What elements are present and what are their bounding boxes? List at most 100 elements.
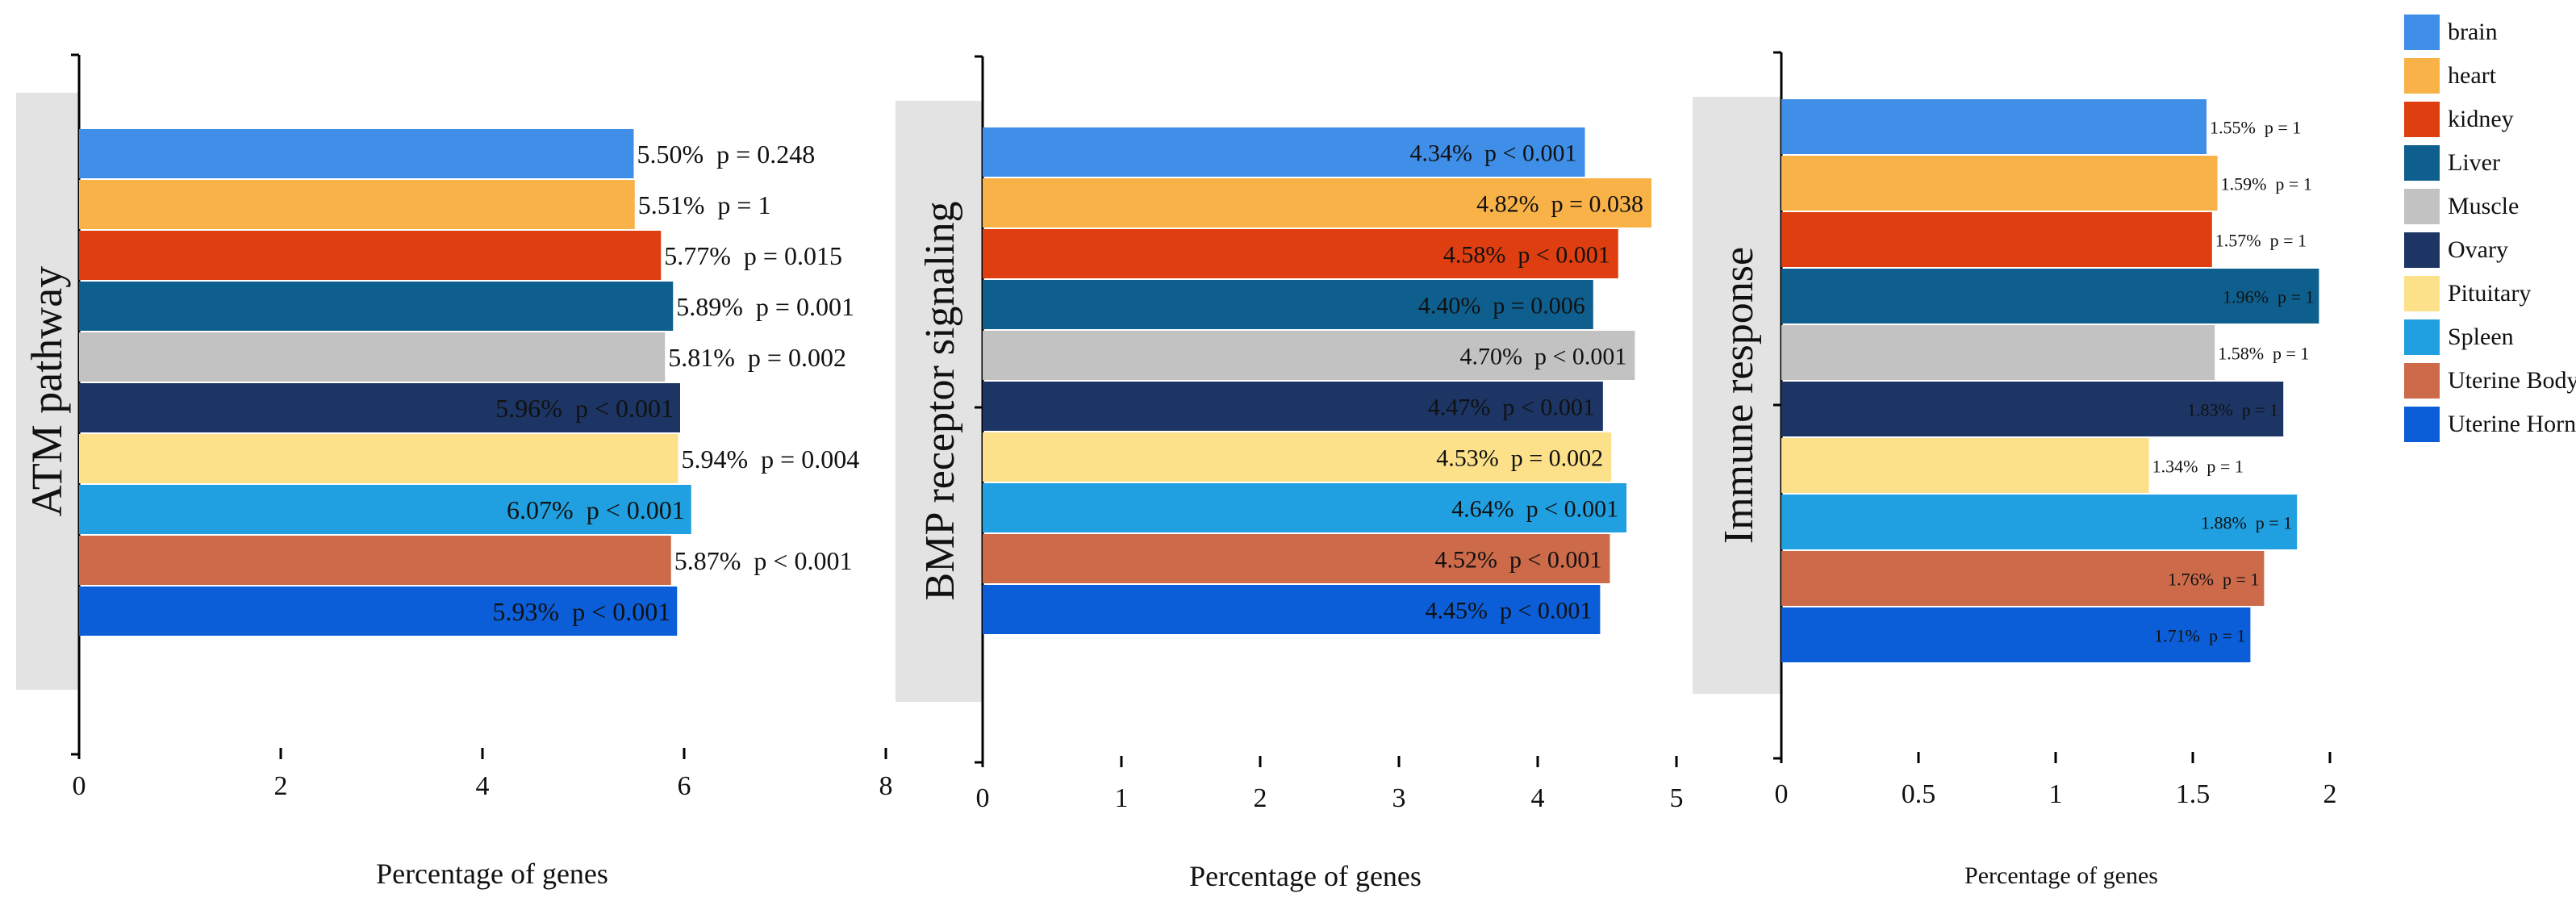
- data-label-group: 1.55% p = 1 1.59% p = 1 1.57% p = 1 1.96% p…: [2152, 117, 2315, 645]
- legend-swatch: [2404, 319, 2440, 355]
- bar-group: [983, 127, 1652, 634]
- data-label: 5.81% p = 0.002: [668, 343, 846, 372]
- bar-ovary: [983, 382, 1603, 431]
- bar-pituitary: [983, 432, 1612, 482]
- data-label: 1.88% p = 1: [2201, 512, 2292, 532]
- data-label: 5.50% p = 0.248: [637, 140, 816, 169]
- bar-pituitary: [79, 434, 678, 483]
- chart-immune-response: Immune response 1.55% p = 1 1.59% p = 1 1.…: [1693, 51, 2337, 889]
- x-tick-label-group: 0 2 4 6 8: [73, 748, 893, 801]
- bar-heart: [79, 180, 635, 229]
- data-label: 1.71% p = 1: [2154, 625, 2245, 645]
- x-tick-label: 5: [1670, 783, 1684, 813]
- data-label: 4.64% p < 0.001: [1451, 495, 1618, 522]
- legend-swatch: [2404, 58, 2440, 94]
- bar-heart: [1781, 156, 2218, 211]
- data-label: 5.51% p = 1: [638, 190, 771, 219]
- x-axis-label: Percentage of genes: [376, 858, 608, 890]
- bar-pituitary: [1781, 438, 2149, 493]
- legend-swatch: [2404, 102, 2440, 137]
- bar-ovary: [79, 383, 680, 432]
- data-label: 1.76% p = 1: [2168, 569, 2259, 589]
- data-label: 5.93% p < 0.001: [493, 597, 671, 626]
- legend-swatch: [2404, 145, 2440, 181]
- x-tick-label: 1.5: [2176, 779, 2211, 809]
- x-tick-label: 2: [274, 771, 288, 801]
- data-label-group: 4.34% p < 0.001 4.82% p = 0.038 4.58% p < …: [1410, 140, 1643, 624]
- data-label: 5.89% p = 0.001: [676, 292, 854, 321]
- data-label: 5.94% p = 0.004: [682, 445, 860, 474]
- data-label: 1.34% p = 1: [2152, 456, 2244, 476]
- data-label: 4.52% p < 0.001: [1435, 546, 1602, 573]
- bar-brain: [79, 129, 634, 178]
- legend-swatch: [2404, 407, 2440, 442]
- x-axis-label: Percentage of genes: [1189, 860, 1422, 892]
- chart-bmp-receptor-signaling: BMP receptor signaling 4.34% p < 0.0014.…: [896, 55, 1684, 892]
- bar-spleen: [79, 485, 691, 534]
- legend-label: Ovary: [2448, 236, 2508, 263]
- x-tick-label: 6: [678, 771, 691, 801]
- data-label: 4.82% p = 0.038: [1476, 190, 1643, 217]
- bar-ovary: [1781, 382, 2284, 436]
- data-label: 1.96% p = 1: [2223, 286, 2314, 307]
- legend-label: heart: [2448, 62, 2497, 89]
- x-tick-label: 0: [976, 783, 990, 813]
- bar-uterine-body: [983, 534, 1610, 583]
- legend-label: Pituitary: [2448, 280, 2531, 307]
- bar-kidney: [983, 229, 1618, 278]
- chart-title-background: [16, 93, 79, 690]
- bar-uterine-horn: [1781, 607, 2251, 662]
- data-label: 4.34% p < 0.001: [1410, 140, 1577, 166]
- bar-liver: [983, 280, 1593, 329]
- data-label: 1.58% p = 1: [2218, 343, 2309, 363]
- data-label: 1.55% p = 1: [2210, 117, 2301, 137]
- data-label: 4.45% p < 0.001: [1425, 597, 1592, 624]
- chart-title-background: [896, 101, 983, 702]
- bar-group: [1781, 99, 2319, 662]
- x-tick-label: 0: [73, 771, 86, 801]
- data-label: 5.87% p < 0.001: [674, 546, 853, 575]
- x-tick-label: 1: [2049, 779, 2063, 809]
- data-label: 4.58% p < 0.001: [1443, 241, 1610, 268]
- chart-title: BMP receptor signaling: [917, 202, 963, 601]
- x-tick-label-group: 0 1 2 3 4 5: [976, 756, 1684, 813]
- bar-uterine-horn: [79, 586, 678, 636]
- legend-label: Uterine Horn: [2448, 411, 2576, 437]
- legend-label: Muscle: [2448, 193, 2519, 219]
- data-label: 6.07% p < 0.001: [507, 495, 685, 524]
- bar-heart: [983, 178, 1652, 228]
- bar-group: [79, 129, 691, 636]
- x-tick-label: 0.5: [1902, 779, 1936, 809]
- bar-spleen: [983, 483, 1627, 532]
- bar-kidney: [1781, 212, 2212, 267]
- x-tick-label: 0: [1775, 779, 1789, 809]
- bar-kidney: [79, 231, 662, 280]
- legend-label: brain: [2448, 19, 2498, 45]
- bar-muscle: [983, 331, 1635, 380]
- chart-title-background: [1693, 97, 1781, 694]
- chart-atm-pathway: ATM pathway 5.50% p = 0.248 5.51% p = 1 5.…: [16, 53, 893, 890]
- x-tick-label-group: 0 0.5 1 1.5 2: [1775, 752, 2337, 809]
- bar-uterine-body: [79, 536, 671, 585]
- x-tick-label: 4: [476, 771, 490, 801]
- bar-liver: [1781, 269, 2319, 324]
- legend-label: Spleen: [2448, 324, 2514, 350]
- data-label: 1.59% p = 1: [2221, 173, 2312, 194]
- legend-label: kidney: [2448, 106, 2514, 132]
- x-tick-label: 2: [1254, 783, 1267, 813]
- legend-swatch: [2404, 189, 2440, 224]
- data-label: 4.70% p < 0.001: [1459, 343, 1626, 369]
- data-label: 4.53% p = 0.002: [1436, 445, 1603, 471]
- x-axis-label: Percentage of genes: [1964, 862, 2158, 889]
- bar-spleen: [1781, 495, 2298, 549]
- legend-swatch: [2404, 363, 2440, 399]
- data-label: 1.83% p = 1: [2187, 399, 2278, 420]
- bar-muscle: [1781, 325, 2215, 380]
- bar-muscle: [79, 332, 666, 382]
- legend: brain heart kidney Liver Muscle Ovary Pituitar…: [2404, 15, 2576, 442]
- chart-title: ATM pathway: [23, 266, 71, 516]
- chart-title: Immune response: [1716, 247, 1762, 544]
- bar-brain: [983, 127, 1585, 177]
- legend-label: Liver: [2448, 149, 2500, 176]
